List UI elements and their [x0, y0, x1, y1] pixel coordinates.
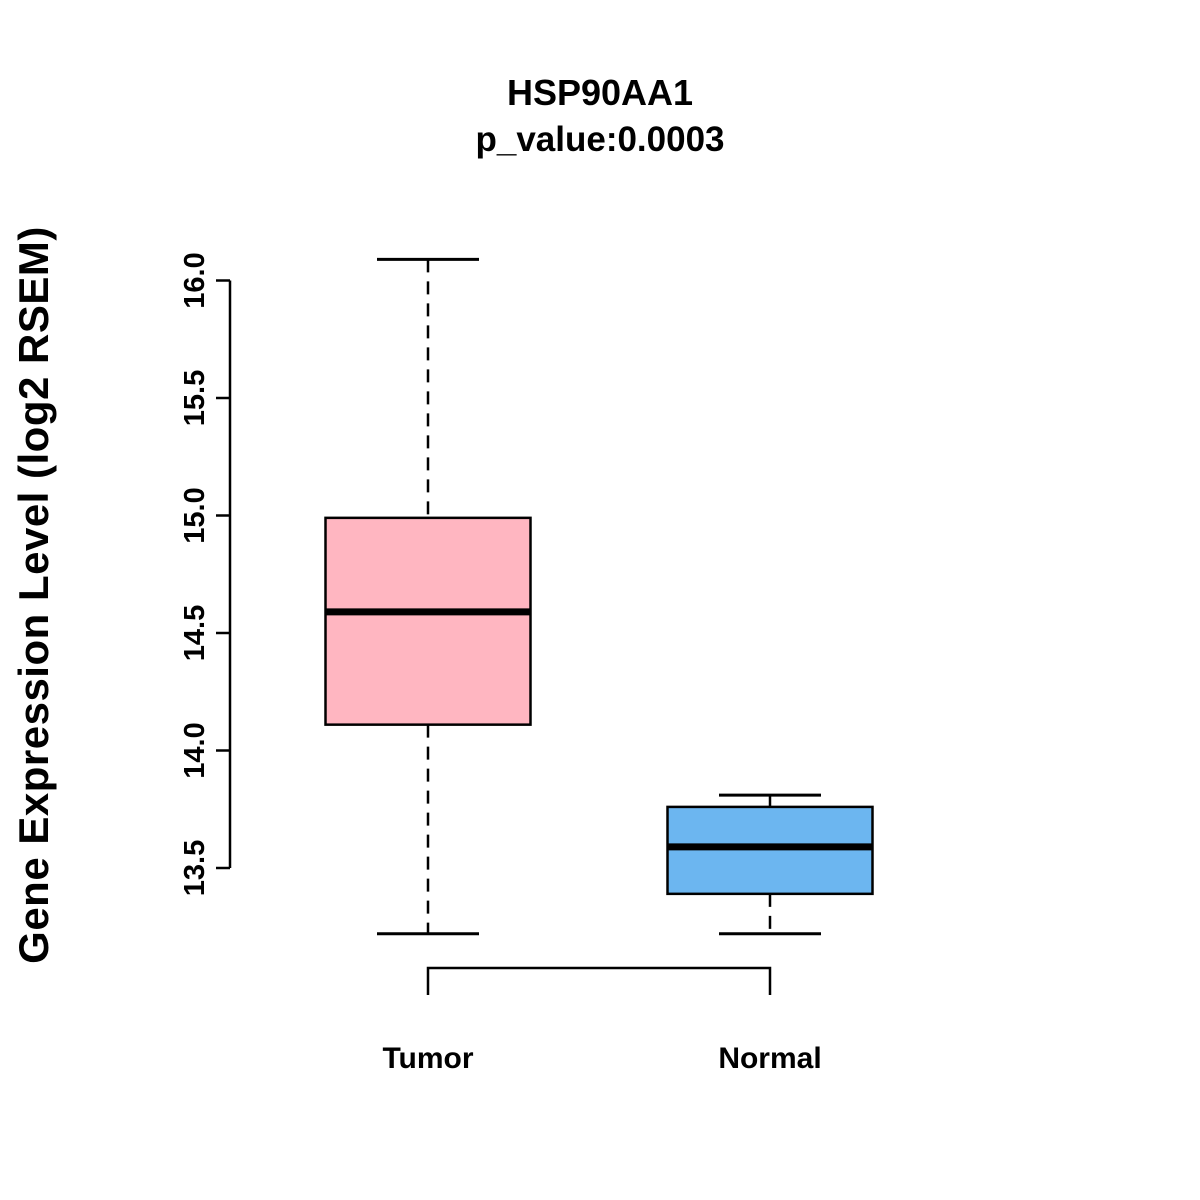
y-axis-tick-label: 13.5: [179, 840, 211, 896]
y-axis-tick-label: 15.5: [179, 370, 211, 426]
chart-title: HSP90AA1: [506, 72, 694, 113]
chart-subtitle: p_value:0.0003: [475, 120, 725, 159]
x-axis: [426, 966, 772, 995]
category-label-normal: Normal: [718, 1042, 821, 1075]
y-axis-tick-label: 14.0: [179, 722, 211, 778]
box-tumor: [324, 516, 532, 726]
y-axis-tick-label: 16.0: [179, 252, 211, 308]
category-label-tumor: Tumor: [382, 1042, 473, 1075]
y-axis-tick-label: 15.0: [179, 487, 211, 543]
box-normal: [666, 805, 874, 896]
y-axis-tick-label: 14.5: [179, 605, 211, 661]
